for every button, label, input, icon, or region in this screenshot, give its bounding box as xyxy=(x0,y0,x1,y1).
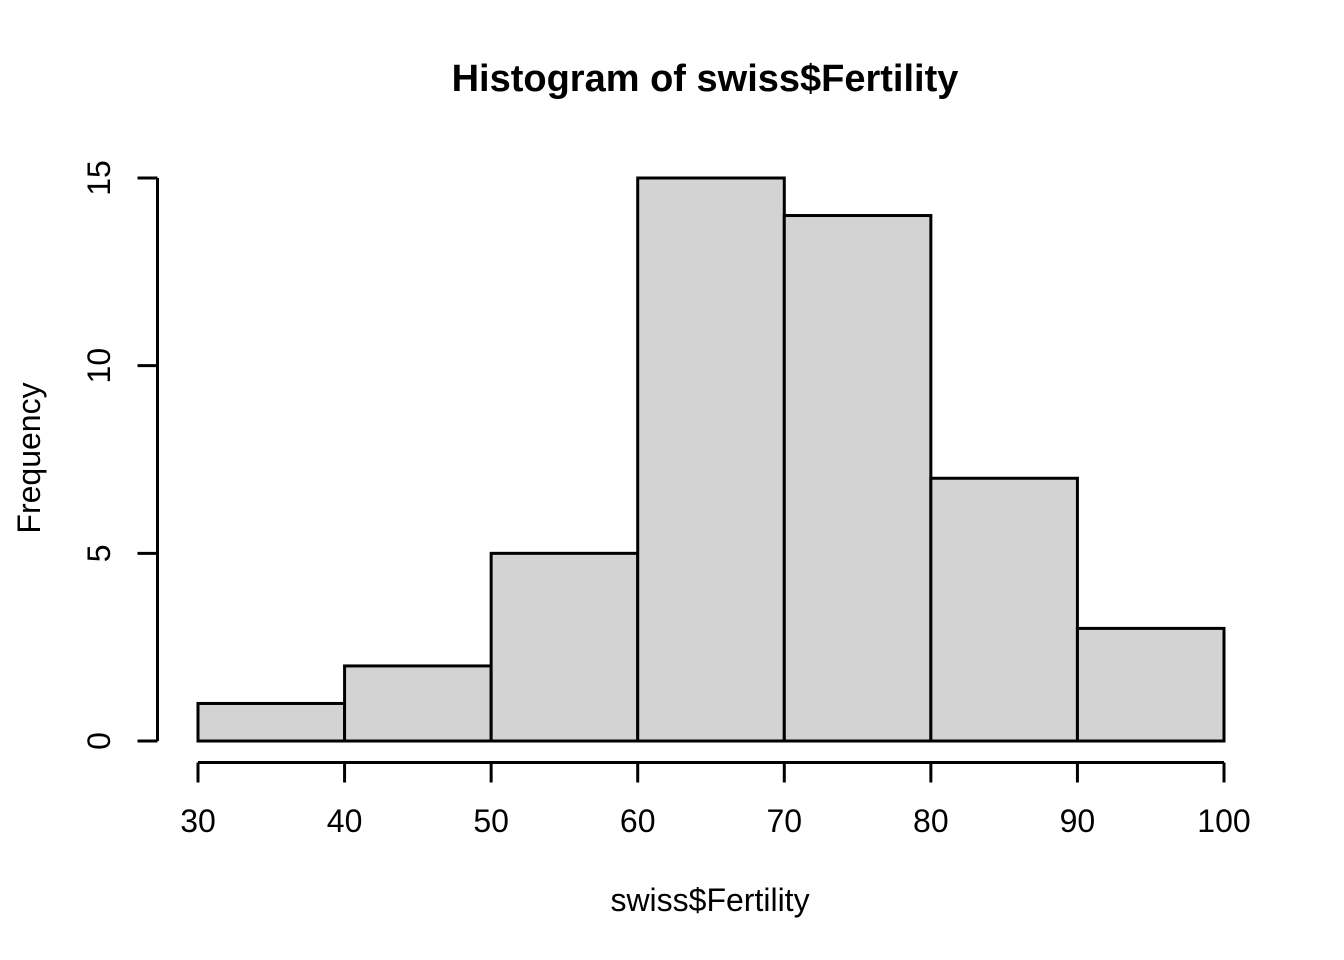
bars-layer xyxy=(196,176,1226,743)
x-tick-label: 40 xyxy=(327,803,363,839)
chart-title: Histogram of swiss$Fertility xyxy=(452,58,959,100)
histogram-bar xyxy=(929,476,1079,743)
y-tick-label: 0 xyxy=(81,732,117,750)
y-tick-label: 10 xyxy=(81,348,117,384)
x-axis-label: swiss$Fertility xyxy=(610,882,809,918)
x-tick-label: 60 xyxy=(620,803,656,839)
axes-layer: 0 5 10 15 30 40 50 60 70 80 90 100 xyxy=(81,160,1251,839)
histogram-bar xyxy=(343,664,493,743)
x-tick-label: 30 xyxy=(180,803,216,839)
x-tick-label: 80 xyxy=(913,803,949,839)
x-tick-label: 70 xyxy=(766,803,802,839)
histogram-bar xyxy=(489,551,640,743)
histogram-bar xyxy=(782,214,933,743)
y-tick-label: 5 xyxy=(81,544,117,562)
y-tick-label: 15 xyxy=(81,160,117,196)
histogram-bar xyxy=(1075,626,1226,743)
histogram-bar xyxy=(636,176,786,743)
x-tick-label: 100 xyxy=(1197,803,1250,839)
x-tick-label: 50 xyxy=(473,803,509,839)
y-axis-label: Frequency xyxy=(11,382,47,533)
x-tick-label: 90 xyxy=(1060,803,1096,839)
histogram-bar xyxy=(196,701,347,743)
